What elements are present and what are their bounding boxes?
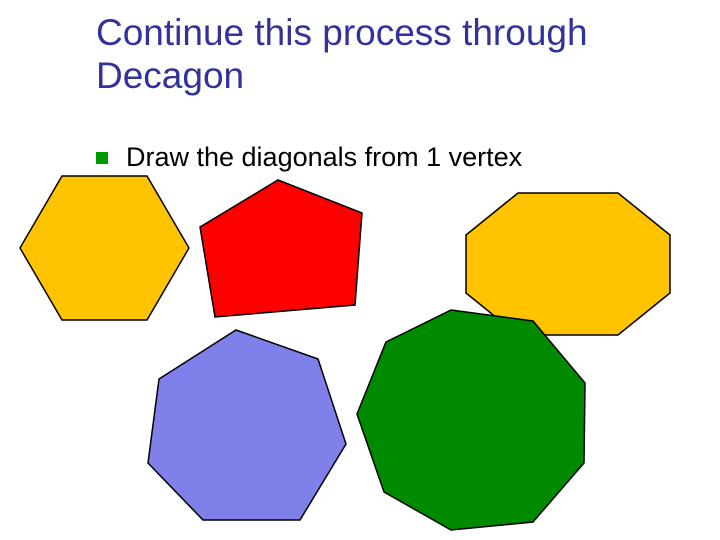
pentagon-red: [200, 180, 362, 317]
heptagon-purple: [148, 330, 346, 520]
hexagon-yellow-left: [20, 176, 189, 320]
slide: Continue this process through Decagon Dr…: [0, 0, 720, 540]
octagon-yellow-right: [466, 193, 670, 335]
shapes-canvas: [0, 0, 720, 540]
nonagon-green: [357, 310, 585, 530]
